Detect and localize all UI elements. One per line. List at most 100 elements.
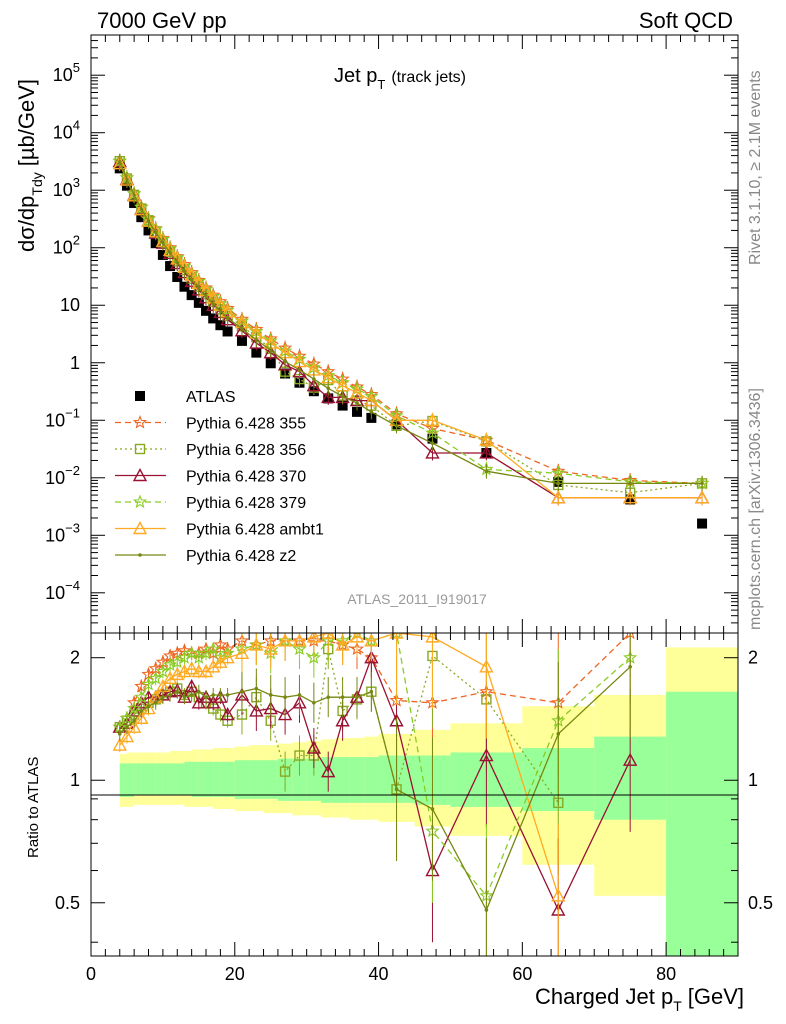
ratio-point	[146, 704, 151, 709]
ratio-point	[292, 633, 307, 647]
ratio-point	[198, 664, 214, 678]
y-tick-exponent: 5	[73, 60, 80, 75]
y-tick-label: 104	[53, 118, 80, 143]
y-tick-base: 10	[60, 295, 80, 315]
y-tick-exponent: 2	[73, 233, 80, 248]
legend-label: ATLAS	[186, 389, 236, 406]
y-tick-base: 10	[53, 238, 73, 258]
data-point	[556, 481, 561, 486]
data-point	[326, 386, 331, 391]
data-point	[136, 212, 147, 223]
y-tick-exponent: 4	[73, 118, 80, 133]
y-tick-exponent: −2	[65, 463, 80, 478]
data-point	[117, 160, 122, 164]
y-tick-base: 10	[45, 410, 65, 430]
ratio-point	[220, 707, 235, 721]
data-point	[225, 316, 230, 320]
data-point	[622, 490, 638, 504]
ratio-point	[355, 695, 359, 699]
band-inner	[227, 761, 235, 797]
y-tick-label: 105	[53, 60, 80, 85]
band-inner	[162, 763, 171, 795]
ratio-point	[622, 752, 638, 766]
ratio-point	[306, 633, 322, 643]
band-inner	[126, 763, 135, 797]
main-plot-layer	[112, 153, 710, 529]
ratio-point	[297, 693, 302, 697]
ratio-point	[294, 750, 305, 761]
ratio-point	[168, 693, 172, 697]
band-inner	[177, 763, 185, 795]
band-inner	[119, 763, 127, 797]
y-tick-label: 10−4	[45, 578, 80, 603]
data-point	[297, 368, 302, 372]
ratio-point	[125, 725, 129, 729]
ratio-series-5	[117, 633, 632, 956]
ratio-plot-layer	[112, 633, 638, 956]
plot-title: Jet pT (track jets)	[334, 65, 466, 92]
ratio-point	[211, 693, 216, 697]
data-point	[700, 481, 704, 486]
data-point	[125, 177, 129, 182]
series-line	[119, 160, 703, 485]
ratio-point	[277, 707, 293, 721]
y-tick-label: 10−2	[45, 463, 80, 488]
y-tick-label: 1	[70, 353, 80, 373]
ratio-line	[119, 648, 559, 804]
data-point	[208, 313, 219, 324]
ratio-y-tick-label-left: 2	[70, 648, 80, 668]
data-point	[179, 281, 190, 292]
ratio-point	[175, 689, 180, 694]
data-point	[425, 445, 440, 459]
legend-marker	[134, 443, 146, 455]
data-point	[222, 326, 233, 337]
data-point	[139, 207, 144, 211]
ratio-point	[213, 654, 228, 668]
ratio-point	[628, 664, 632, 669]
band-inner	[213, 761, 221, 797]
data-point	[254, 338, 259, 342]
data-point	[193, 297, 204, 308]
ratio-point	[132, 718, 136, 723]
legend-entry: Pythia 6.428 355	[115, 414, 306, 433]
ratio-point	[335, 637, 350, 651]
y-tick-base: 10	[53, 123, 73, 143]
legend-label: Pythia 6.428 355	[186, 416, 306, 433]
y-tick-label: 103	[53, 175, 80, 200]
series-line	[119, 160, 703, 485]
ratio-point	[394, 787, 399, 792]
ratio-point	[162, 670, 178, 685]
band-inner	[364, 757, 379, 803]
ratio-point	[425, 633, 440, 643]
ratio-point	[153, 700, 158, 705]
data-point	[283, 359, 287, 364]
ratio-point	[321, 633, 336, 639]
y-tick-label: 10	[60, 295, 80, 315]
ratio-y-tick-label-right: 1	[748, 770, 758, 790]
legend: ATLAS Pythia 6.428 355 Pythia 6.428 356 Pyt…	[115, 389, 324, 565]
data-point	[189, 278, 194, 282]
ratio-point	[126, 701, 142, 715]
ratio-point	[277, 633, 293, 647]
legend-entry: Pythia 6.428 ambt1	[115, 521, 324, 539]
x-tick-label: 20	[225, 964, 245, 984]
ratio-point	[263, 641, 278, 655]
data-point	[484, 469, 489, 474]
ratio-y-axis-label: Ratio to ATLAS	[25, 757, 42, 858]
band-inner	[249, 760, 264, 799]
x-axis-label: Charged Jet pT [GeV]	[535, 984, 744, 1014]
band-inner	[306, 758, 322, 801]
band-inner	[335, 757, 350, 803]
legend-marker	[135, 391, 145, 401]
band-inner	[170, 763, 178, 795]
band-inner	[263, 760, 278, 799]
legend-marker	[132, 521, 148, 535]
ratio-point	[484, 908, 489, 912]
ratio-point	[184, 661, 199, 675]
ratio-point	[206, 641, 221, 656]
data-point	[197, 286, 201, 291]
ratio-point	[279, 766, 291, 777]
legend-label: Pythia 6.428 ambt1	[186, 522, 324, 539]
ratio-point	[134, 710, 149, 724]
